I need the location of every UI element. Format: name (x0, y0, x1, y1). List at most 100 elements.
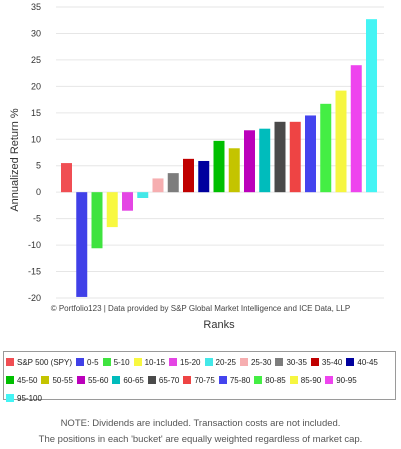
legend-label: 70-75 (194, 376, 215, 385)
legend-item: 15-20 (169, 355, 201, 370)
legend-item: 70-75 (183, 373, 215, 388)
legend-swatch (112, 376, 121, 384)
legend-swatch (346, 358, 355, 366)
bar-95-100 (366, 19, 377, 193)
bar-40-45 (198, 160, 210, 193)
legend-swatch (254, 376, 263, 384)
bar-85-90 (335, 90, 347, 193)
legend-label: 75-80 (229, 376, 251, 385)
legend-swatch (169, 358, 178, 366)
legend-item: 30-35 (275, 355, 307, 370)
legend-swatch (6, 358, 14, 366)
legend-label: 30-35 (286, 358, 307, 367)
legend-label: 95-100 (17, 394, 42, 403)
legend-label: 80-85 (265, 376, 286, 385)
legend-label: 5-10 (113, 358, 130, 367)
legend-label: 0-5 (87, 358, 99, 367)
bar-0-5 (76, 192, 88, 297)
legend-label: 60-65 (123, 376, 144, 385)
bar-chart: 35 30 25 20 15 10 5 0 -5 -10 -15 -20 Annualized Ret… (9, 2, 384, 331)
legend-item: S&P 500 (SPY) (6, 355, 72, 370)
legend-label: 65-70 (158, 376, 180, 385)
legend-label: 35-40 (321, 358, 343, 367)
y-tick-label: -10 (28, 240, 41, 250)
note-line-1: NOTE: Dividends are included. Transactio… (60, 418, 341, 429)
legend-item: 65-70 (147, 373, 180, 388)
legend-swatch (204, 358, 213, 366)
legend-swatch (133, 358, 142, 366)
legend-label: 40-45 (357, 358, 378, 367)
legend: S&P 500 (SPY) 0-5 5-10 10-15 15-20 20-25 25-30… (3, 351, 396, 403)
legend-label: S&P 500 (SPY) (17, 358, 72, 367)
legend-label: 50-55 (52, 376, 73, 385)
bar-5-10 (91, 192, 103, 249)
gridlines (56, 6, 384, 299)
legend-label: 85-90 (300, 376, 322, 385)
legend-swatch (289, 376, 298, 384)
legend-swatch (102, 358, 111, 366)
legend-swatch (41, 376, 50, 384)
y-tick-label: -20 (28, 293, 41, 303)
legend-item: 50-55 (41, 373, 73, 388)
note-line-2: The positions in each 'bucket' are equal… (38, 434, 363, 445)
data-credit: © Portfolio123 | Data provided by S&P Gl… (50, 304, 351, 313)
y-tick-label: 5 (36, 161, 41, 171)
legend-item: 45-50 (6, 373, 37, 388)
legend-swatch (310, 358, 319, 366)
y-tick-label: 30 (31, 28, 41, 38)
legend-item: 55-60 (76, 373, 108, 388)
bar-20-25 (137, 192, 149, 198)
legend-swatch (6, 394, 14, 402)
legend-label: 20-25 (215, 358, 236, 367)
legend-label: 10-15 (144, 358, 166, 367)
bar-65-70 (274, 121, 286, 193)
legend-swatch (183, 376, 192, 384)
y-tick-label: 0 (36, 187, 41, 197)
bar-15-20 (122, 192, 133, 211)
legend-swatch (275, 358, 284, 366)
legend-item: 90-95 (325, 373, 357, 388)
bar-80-85 (320, 103, 332, 193)
y-tick-label: 10 (31, 134, 41, 144)
legend-item: 25-30 (239, 355, 272, 370)
legend-item: 40-45 (346, 355, 378, 370)
legend-item: 80-85 (254, 373, 286, 388)
bar-70-75 (289, 121, 301, 193)
bar-50-55 (228, 148, 240, 193)
legend-swatch (76, 358, 84, 366)
y-tick-label: 35 (31, 2, 41, 12)
legend-item: 75-80 (218, 373, 251, 388)
x-axis-title: Ranks (203, 319, 235, 331)
y-tick-label: 25 (31, 55, 41, 65)
bar-30-35 (167, 173, 179, 193)
legend-item: 35-40 (310, 355, 343, 370)
bar-90-95 (350, 65, 362, 193)
bar-75-80 (305, 115, 316, 193)
legend-swatch (239, 358, 248, 366)
legend-swatch (218, 376, 227, 384)
legend-item: 85-90 (289, 373, 322, 388)
legend-swatch (6, 376, 14, 384)
bar-25-30 (152, 178, 164, 193)
y-axis-title: Annualized Return % (9, 108, 21, 212)
legend-item: 5-10 (102, 355, 130, 370)
bars (61, 19, 377, 297)
legend-label: 25-30 (250, 358, 272, 367)
legend-item: 60-65 (112, 373, 144, 388)
legend-label: 45-50 (17, 376, 38, 385)
y-tick-label: 15 (31, 108, 41, 118)
legend-swatch (325, 376, 334, 384)
legend-label: 15-20 (180, 358, 201, 367)
legend-item: 20-25 (204, 355, 236, 370)
bar-45-50 (213, 140, 225, 193)
bar-60-65 (259, 128, 271, 193)
legend-item: 10-15 (133, 355, 166, 370)
y-axis-ticks: 35 30 25 20 15 10 5 0 -5 -10 -15 -20 (28, 2, 41, 303)
bar-55-60 (244, 130, 255, 193)
legend-swatch (147, 376, 156, 384)
legend-swatch (76, 376, 85, 384)
legend-item: 95-100 (6, 391, 42, 406)
bar-s-p-500-spy (61, 163, 72, 193)
y-tick-label: -15 (28, 267, 41, 277)
bar-10-15 (106, 192, 118, 228)
